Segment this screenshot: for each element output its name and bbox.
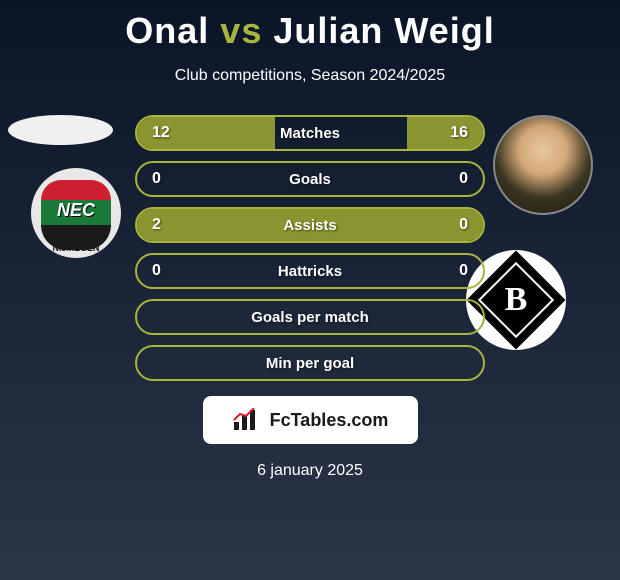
nec-logo-subtitle: NIJMEGEN	[26, 243, 126, 253]
stat-value-right: 0	[459, 216, 468, 234]
player2-name: Julian Weigl	[273, 10, 494, 51]
stat-label: Hattricks	[278, 263, 342, 280]
player2-section: B	[493, 115, 593, 215]
comparison-content: NEC NIJMEGEN B 12 Matches 16 0 Goals 0	[0, 115, 620, 480]
stat-row-goals: 0 Goals 0	[135, 161, 485, 197]
vs-separator: vs	[209, 10, 273, 51]
stats-container: 12 Matches 16 0 Goals 0 2 Assists 0 0 Ha…	[135, 115, 485, 381]
player2-photo	[493, 115, 593, 215]
stat-value-right: 16	[450, 124, 468, 142]
stat-label: Assists	[283, 217, 336, 234]
stat-row-assists: 2 Assists 0	[135, 207, 485, 243]
stat-value-right: 0	[459, 262, 468, 280]
stat-row-goals-per-match: Goals per match	[135, 299, 485, 335]
stat-value-right: 0	[459, 170, 468, 188]
stat-fill-right	[407, 117, 483, 149]
nec-logo-text: NEC	[41, 200, 111, 221]
player1-name: Onal	[125, 10, 209, 51]
comparison-date: 6 january 2025	[0, 462, 620, 480]
stat-value-left: 0	[152, 170, 161, 188]
stat-row-min-per-goal: Min per goal	[135, 345, 485, 381]
site-name: FcTables.com	[270, 410, 389, 431]
stat-label: Goals per match	[251, 309, 369, 326]
player1-club-logo: NEC NIJMEGEN	[26, 170, 126, 255]
borussia-letter: B	[505, 281, 528, 319]
stat-value-left: 0	[152, 262, 161, 280]
stat-label: Min per goal	[266, 355, 354, 372]
comparison-title: Onal vs Julian Weigl	[0, 0, 620, 52]
stat-label: Matches	[280, 125, 340, 142]
chart-icon	[232, 408, 262, 432]
stat-row-matches: 12 Matches 16	[135, 115, 485, 151]
subtitle: Club competitions, Season 2024/2025	[0, 67, 620, 85]
nec-logo: NEC NIJMEGEN	[26, 170, 126, 255]
stat-row-hattricks: 0 Hattricks 0	[135, 253, 485, 289]
stat-label: Goals	[289, 171, 331, 188]
player1-section: NEC NIJMEGEN	[8, 115, 113, 145]
player1-photo	[8, 115, 113, 145]
site-badge[interactable]: FcTables.com	[203, 396, 418, 444]
stat-value-left: 12	[152, 124, 170, 142]
stat-value-left: 2	[152, 216, 161, 234]
